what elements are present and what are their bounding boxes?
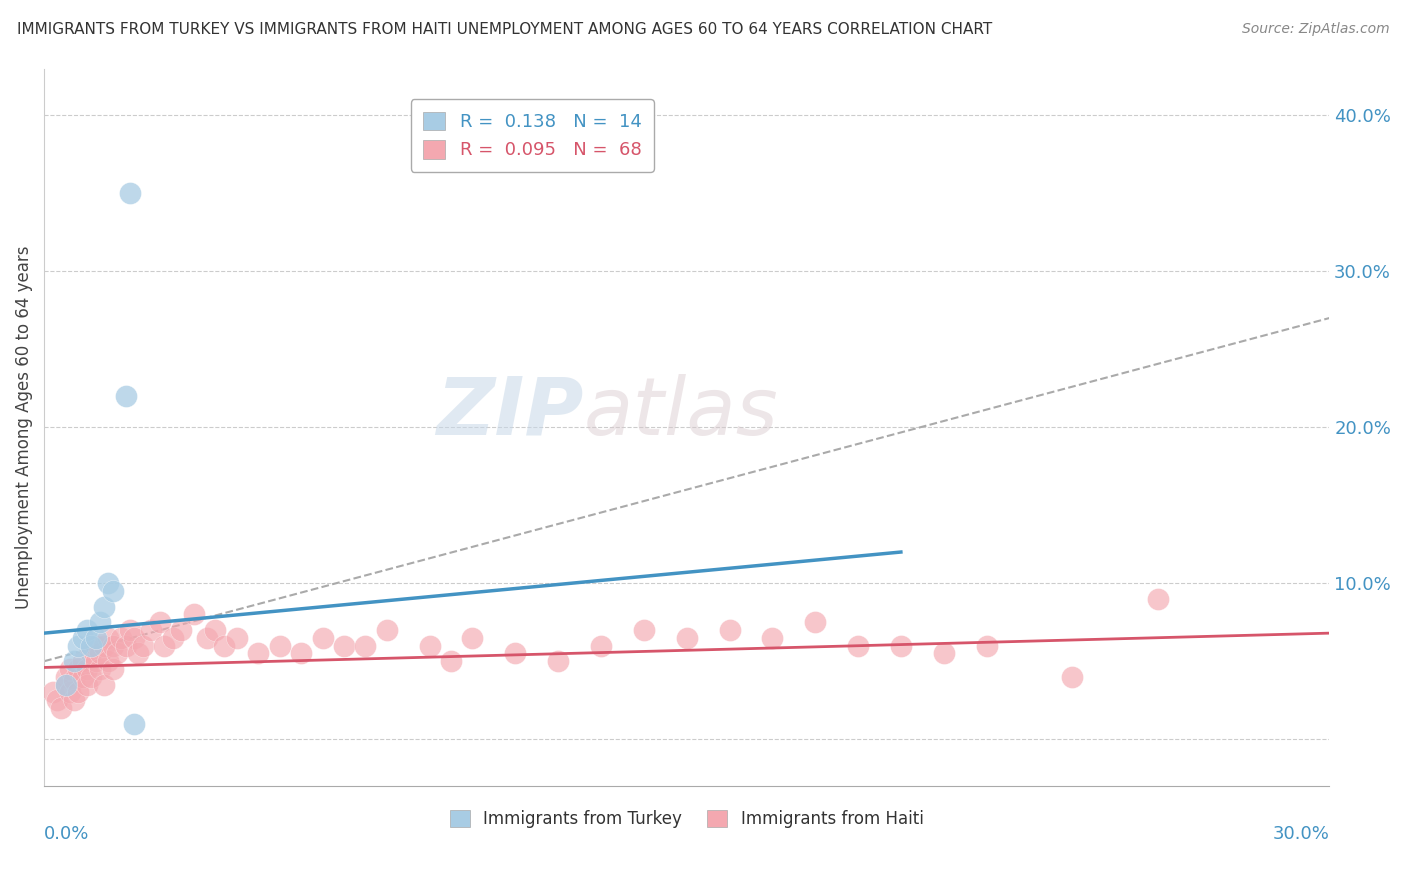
Point [675, 631, 697, 645]
Point [932, 647, 955, 661]
Point [110, 631, 132, 645]
Point [97, 631, 120, 645]
Point [183, 607, 205, 622]
Point [80, 647, 103, 661]
Point [59, 685, 82, 699]
Point [212, 639, 235, 653]
Point [72, 670, 94, 684]
Point [76, 623, 98, 637]
Point [89, 615, 111, 630]
Point [225, 631, 247, 645]
Point [101, 662, 124, 676]
Point [547, 654, 569, 668]
Point [204, 623, 226, 637]
Point [1147, 591, 1170, 606]
Point [55, 677, 77, 691]
Point [89, 662, 111, 676]
Point [101, 584, 124, 599]
Legend: Immigrants from Turkey, Immigrants from Haiti: Immigrants from Turkey, Immigrants from … [443, 804, 929, 835]
Point [976, 639, 998, 653]
Point [589, 639, 612, 653]
Point [72, 631, 94, 645]
Point [718, 623, 741, 637]
Point [354, 639, 377, 653]
Point [419, 639, 441, 653]
Point [633, 623, 655, 637]
Point [84, 654, 107, 668]
Point [122, 716, 145, 731]
Text: 30.0%: 30.0% [1272, 825, 1329, 843]
Point [93, 639, 115, 653]
Point [51, 701, 73, 715]
Point [67, 639, 90, 653]
Point [162, 631, 184, 645]
Point [72, 654, 94, 668]
Point [461, 631, 484, 645]
Point [97, 576, 120, 591]
Point [46, 693, 69, 707]
Point [131, 639, 153, 653]
Point [59, 662, 82, 676]
Point [80, 670, 103, 684]
Point [93, 599, 115, 614]
Point [1062, 670, 1084, 684]
Point [141, 623, 163, 637]
Point [114, 639, 136, 653]
Point [127, 647, 149, 661]
Point [890, 639, 912, 653]
Point [269, 639, 291, 653]
Point [55, 670, 77, 684]
Point [97, 654, 120, 668]
Text: atlas: atlas [583, 374, 779, 452]
Point [80, 639, 103, 653]
Point [375, 623, 398, 637]
Point [118, 186, 141, 201]
Point [84, 631, 107, 645]
Y-axis label: Unemployment Among Ages 60 to 64 years: Unemployment Among Ages 60 to 64 years [15, 245, 32, 609]
Point [63, 693, 86, 707]
Text: IMMIGRANTS FROM TURKEY VS IMMIGRANTS FROM HAITI UNEMPLOYMENT AMONG AGES 60 TO 64: IMMIGRANTS FROM TURKEY VS IMMIGRANTS FRO… [17, 22, 993, 37]
Point [118, 623, 141, 637]
Point [63, 654, 86, 668]
Point [195, 631, 218, 645]
Point [149, 615, 172, 630]
Point [41, 685, 63, 699]
Point [101, 639, 124, 653]
Point [333, 639, 356, 653]
Point [846, 639, 869, 653]
Point [761, 631, 783, 645]
Point [153, 639, 176, 653]
Text: 0.0%: 0.0% [44, 825, 90, 843]
Point [84, 639, 107, 653]
Point [67, 685, 90, 699]
Point [311, 631, 333, 645]
Point [247, 647, 270, 661]
Point [170, 623, 193, 637]
Point [67, 662, 90, 676]
Point [122, 631, 145, 645]
Text: ZIP: ZIP [436, 374, 583, 452]
Point [63, 673, 86, 687]
Point [105, 647, 128, 661]
Point [55, 677, 77, 691]
Point [804, 615, 827, 630]
Point [93, 677, 115, 691]
Point [76, 662, 98, 676]
Point [440, 654, 463, 668]
Point [505, 647, 527, 661]
Point [89, 647, 111, 661]
Point [76, 677, 98, 691]
Point [114, 389, 136, 403]
Text: Source: ZipAtlas.com: Source: ZipAtlas.com [1241, 22, 1389, 37]
Point [290, 647, 312, 661]
